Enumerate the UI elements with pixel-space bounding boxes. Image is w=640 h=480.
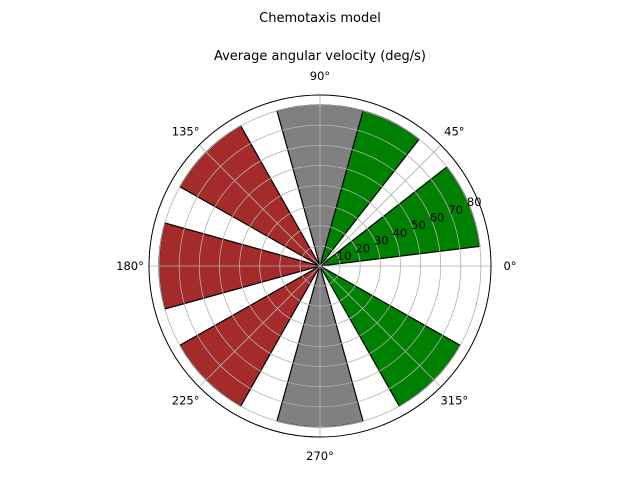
grid-layer xyxy=(149,95,491,437)
r-tick-label-5: 60 xyxy=(430,211,445,225)
theta-tick-label-3: 135° xyxy=(172,125,200,139)
r-tick-label-4: 50 xyxy=(411,218,426,232)
r-tick-label-6: 70 xyxy=(448,203,463,217)
theta-tick-label-2: 90° xyxy=(310,69,330,83)
theta-tick-label-5: 225° xyxy=(172,393,200,407)
angular-gridline-3 xyxy=(198,144,321,267)
theta-tick-label-4: 180° xyxy=(116,259,144,273)
r-tick-label-2: 30 xyxy=(374,234,389,248)
angular-gridline-7 xyxy=(319,265,442,388)
theta-tick-label-1: 45° xyxy=(444,125,464,139)
theta-tick-label-6: 270° xyxy=(306,449,334,463)
theta-tick-label-7: 315° xyxy=(440,393,468,407)
r-tick-label-1: 20 xyxy=(355,241,370,255)
theta-tick-label-0: 0° xyxy=(503,259,516,273)
polar-outer-spine xyxy=(148,94,492,438)
angular-gridline-5 xyxy=(198,265,321,388)
r-tick-label-3: 40 xyxy=(393,226,408,240)
chart-title: Average angular velocity (deg/s) xyxy=(214,49,426,64)
r-tick-label-7: 80 xyxy=(467,195,482,209)
r-tick-label-0: 10 xyxy=(337,249,352,263)
figure-suptitle: Chemotaxis model xyxy=(259,11,381,26)
angular-gridline-1 xyxy=(319,144,442,267)
